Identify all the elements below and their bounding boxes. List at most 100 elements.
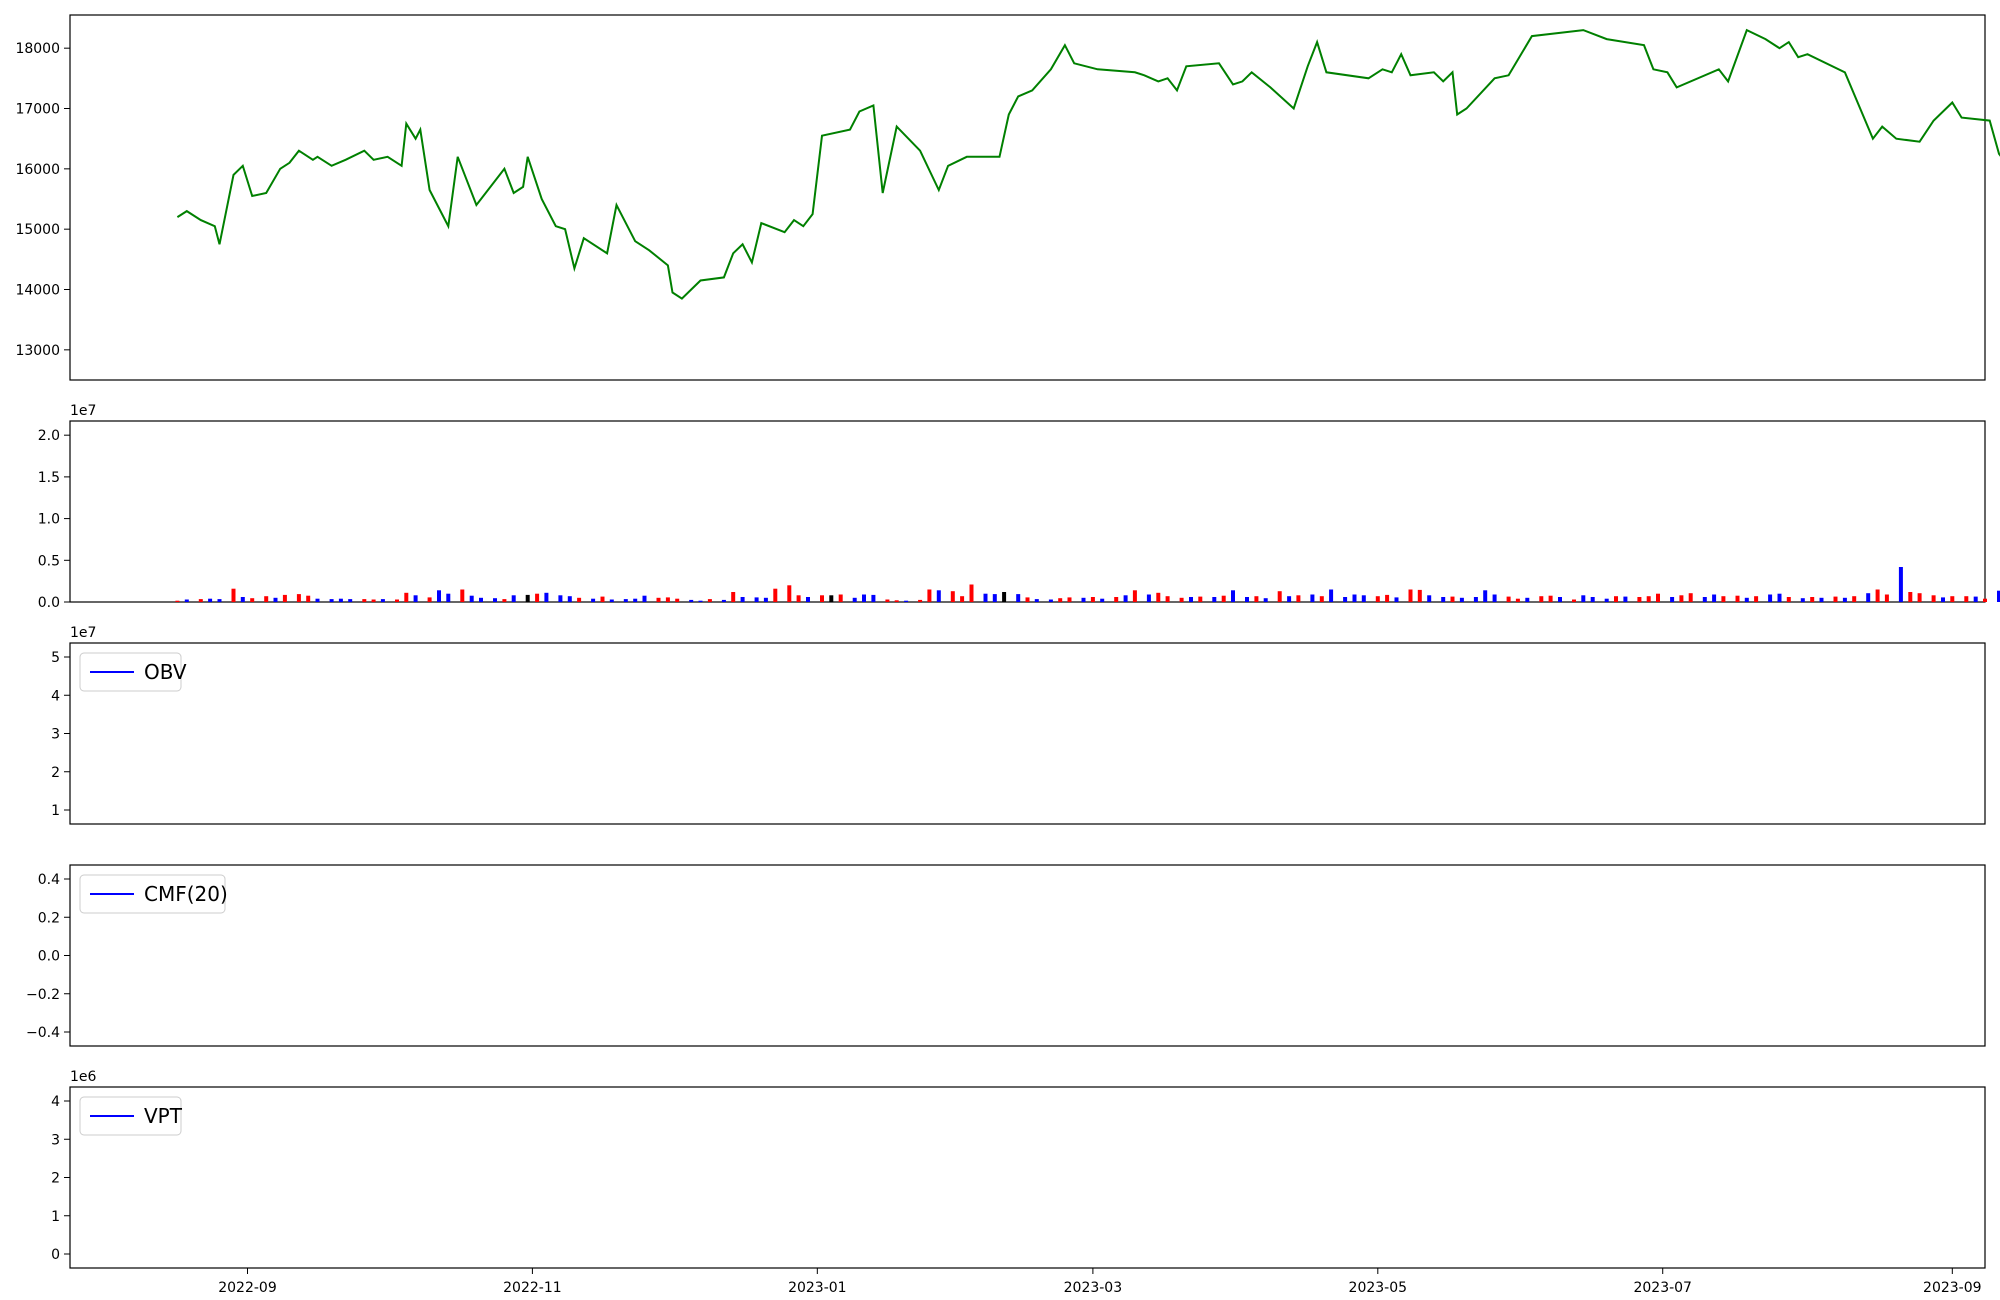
volume-bar (665, 597, 670, 602)
volume-bar (395, 599, 399, 602)
volume-bar (1754, 596, 1759, 602)
volume-bar (623, 599, 628, 602)
volume-bar (1132, 590, 1137, 602)
volume-bar (1931, 595, 1936, 602)
volume-bar (1198, 596, 1203, 602)
volume-bar (633, 598, 638, 602)
volume-bar (1702, 597, 1707, 602)
volume-bar (1590, 597, 1595, 602)
volume-bar (1254, 596, 1259, 602)
volume-bar (1884, 594, 1889, 602)
volume-bar (707, 599, 712, 602)
volume-bar (1548, 595, 1553, 602)
y-tick-label: 17000 (15, 102, 60, 118)
volume-bar (175, 600, 180, 602)
volume-bar (927, 589, 932, 602)
x-tick-label: 2023-03 (1064, 1280, 1123, 1296)
volume-bar (362, 599, 367, 602)
volume-bar (1866, 593, 1871, 602)
volume-bar (264, 596, 269, 602)
y-tick-label: 14000 (15, 283, 60, 299)
volume-bar (992, 594, 997, 602)
legend-box (79, 874, 226, 914)
volume-bar (1898, 567, 1903, 602)
volume-bar (1221, 595, 1226, 602)
legend-label: CMF(20) (144, 882, 228, 906)
volume-bar (1941, 597, 1945, 602)
volume-bar (1319, 596, 1324, 602)
volume-bar (754, 597, 759, 602)
volume-bar (1679, 595, 1684, 602)
volume-bar (1842, 597, 1847, 602)
volume-bar (1156, 592, 1161, 602)
volume-bar (1058, 598, 1063, 602)
volume-bar (1492, 594, 1497, 602)
volume-bar (1212, 597, 1217, 602)
volume-bar (969, 584, 974, 602)
y-tick-label: 2 (51, 1171, 60, 1187)
volume-bar (544, 592, 549, 602)
volume-bar (1016, 594, 1021, 602)
volume-bar (787, 585, 792, 602)
volume-bar (656, 597, 661, 602)
y-tick-label: 0.5 (38, 553, 60, 569)
volume-bar (493, 598, 497, 602)
volume-bar (469, 595, 474, 602)
volume-bar (862, 594, 866, 602)
y-tick-label: 18000 (15, 41, 60, 57)
volume-bar (1473, 597, 1478, 602)
y-tick-label: 5 (51, 650, 60, 666)
volume-bar (1515, 598, 1520, 602)
volume-bar (1786, 597, 1791, 602)
legend: CMF(20) (79, 874, 228, 914)
x-tick-label: 2023-01 (788, 1280, 847, 1296)
volume-bar (983, 593, 988, 602)
volume-bar (642, 595, 647, 602)
x-tick-label: 2023-05 (1349, 1280, 1408, 1296)
x-tick-label: 2023-07 (1633, 1280, 1692, 1296)
volume-bar (960, 596, 965, 602)
volume-bar (1002, 592, 1007, 602)
volume-bar (1114, 597, 1119, 602)
volume-bar (1231, 590, 1235, 602)
volume-bar (806, 597, 810, 602)
volume-bar (208, 598, 213, 602)
volume-bar (217, 599, 222, 602)
volume-bar (1852, 596, 1857, 602)
volume-bar (1189, 597, 1193, 602)
volume-bar (1525, 597, 1530, 602)
volume-bar (437, 590, 441, 602)
volume-bar (852, 597, 857, 602)
volume-bar (1917, 593, 1922, 602)
y-tick-label: 4 (51, 1094, 60, 1110)
volume-bar (282, 594, 287, 602)
volume-bar (1614, 596, 1618, 602)
volume-bar (1833, 596, 1838, 602)
volume-bar (820, 595, 824, 602)
y-tick-label: 0.0 (38, 949, 60, 965)
y-tick-label: 0.0 (38, 595, 60, 611)
y-tick-label: 1.5 (38, 470, 60, 486)
volume-bar (1245, 597, 1249, 602)
volume-bar (558, 595, 563, 602)
volume-bar (1034, 599, 1039, 602)
volume-bar (567, 596, 572, 602)
volume-bar (894, 600, 899, 602)
volume-bar (1572, 599, 1576, 602)
volume-bar (525, 594, 530, 602)
volume-bar (796, 595, 801, 602)
y-tick-label: 0 (51, 1247, 60, 1263)
axes-frame-1 (69, 420, 1986, 603)
x-tick-label: 2022-11 (503, 1280, 562, 1296)
y-tick-label: 1 (51, 803, 60, 819)
volume-bar (1081, 597, 1086, 602)
axes-frame-3 (69, 864, 1986, 1047)
volume-bar (306, 595, 311, 602)
legend-label: OBV (144, 660, 187, 684)
volume-bar (721, 599, 726, 602)
y-tick-label: 15000 (15, 222, 60, 238)
volume-bar (329, 599, 334, 602)
volume-bar (1581, 595, 1586, 602)
volume-bar (1123, 595, 1128, 602)
